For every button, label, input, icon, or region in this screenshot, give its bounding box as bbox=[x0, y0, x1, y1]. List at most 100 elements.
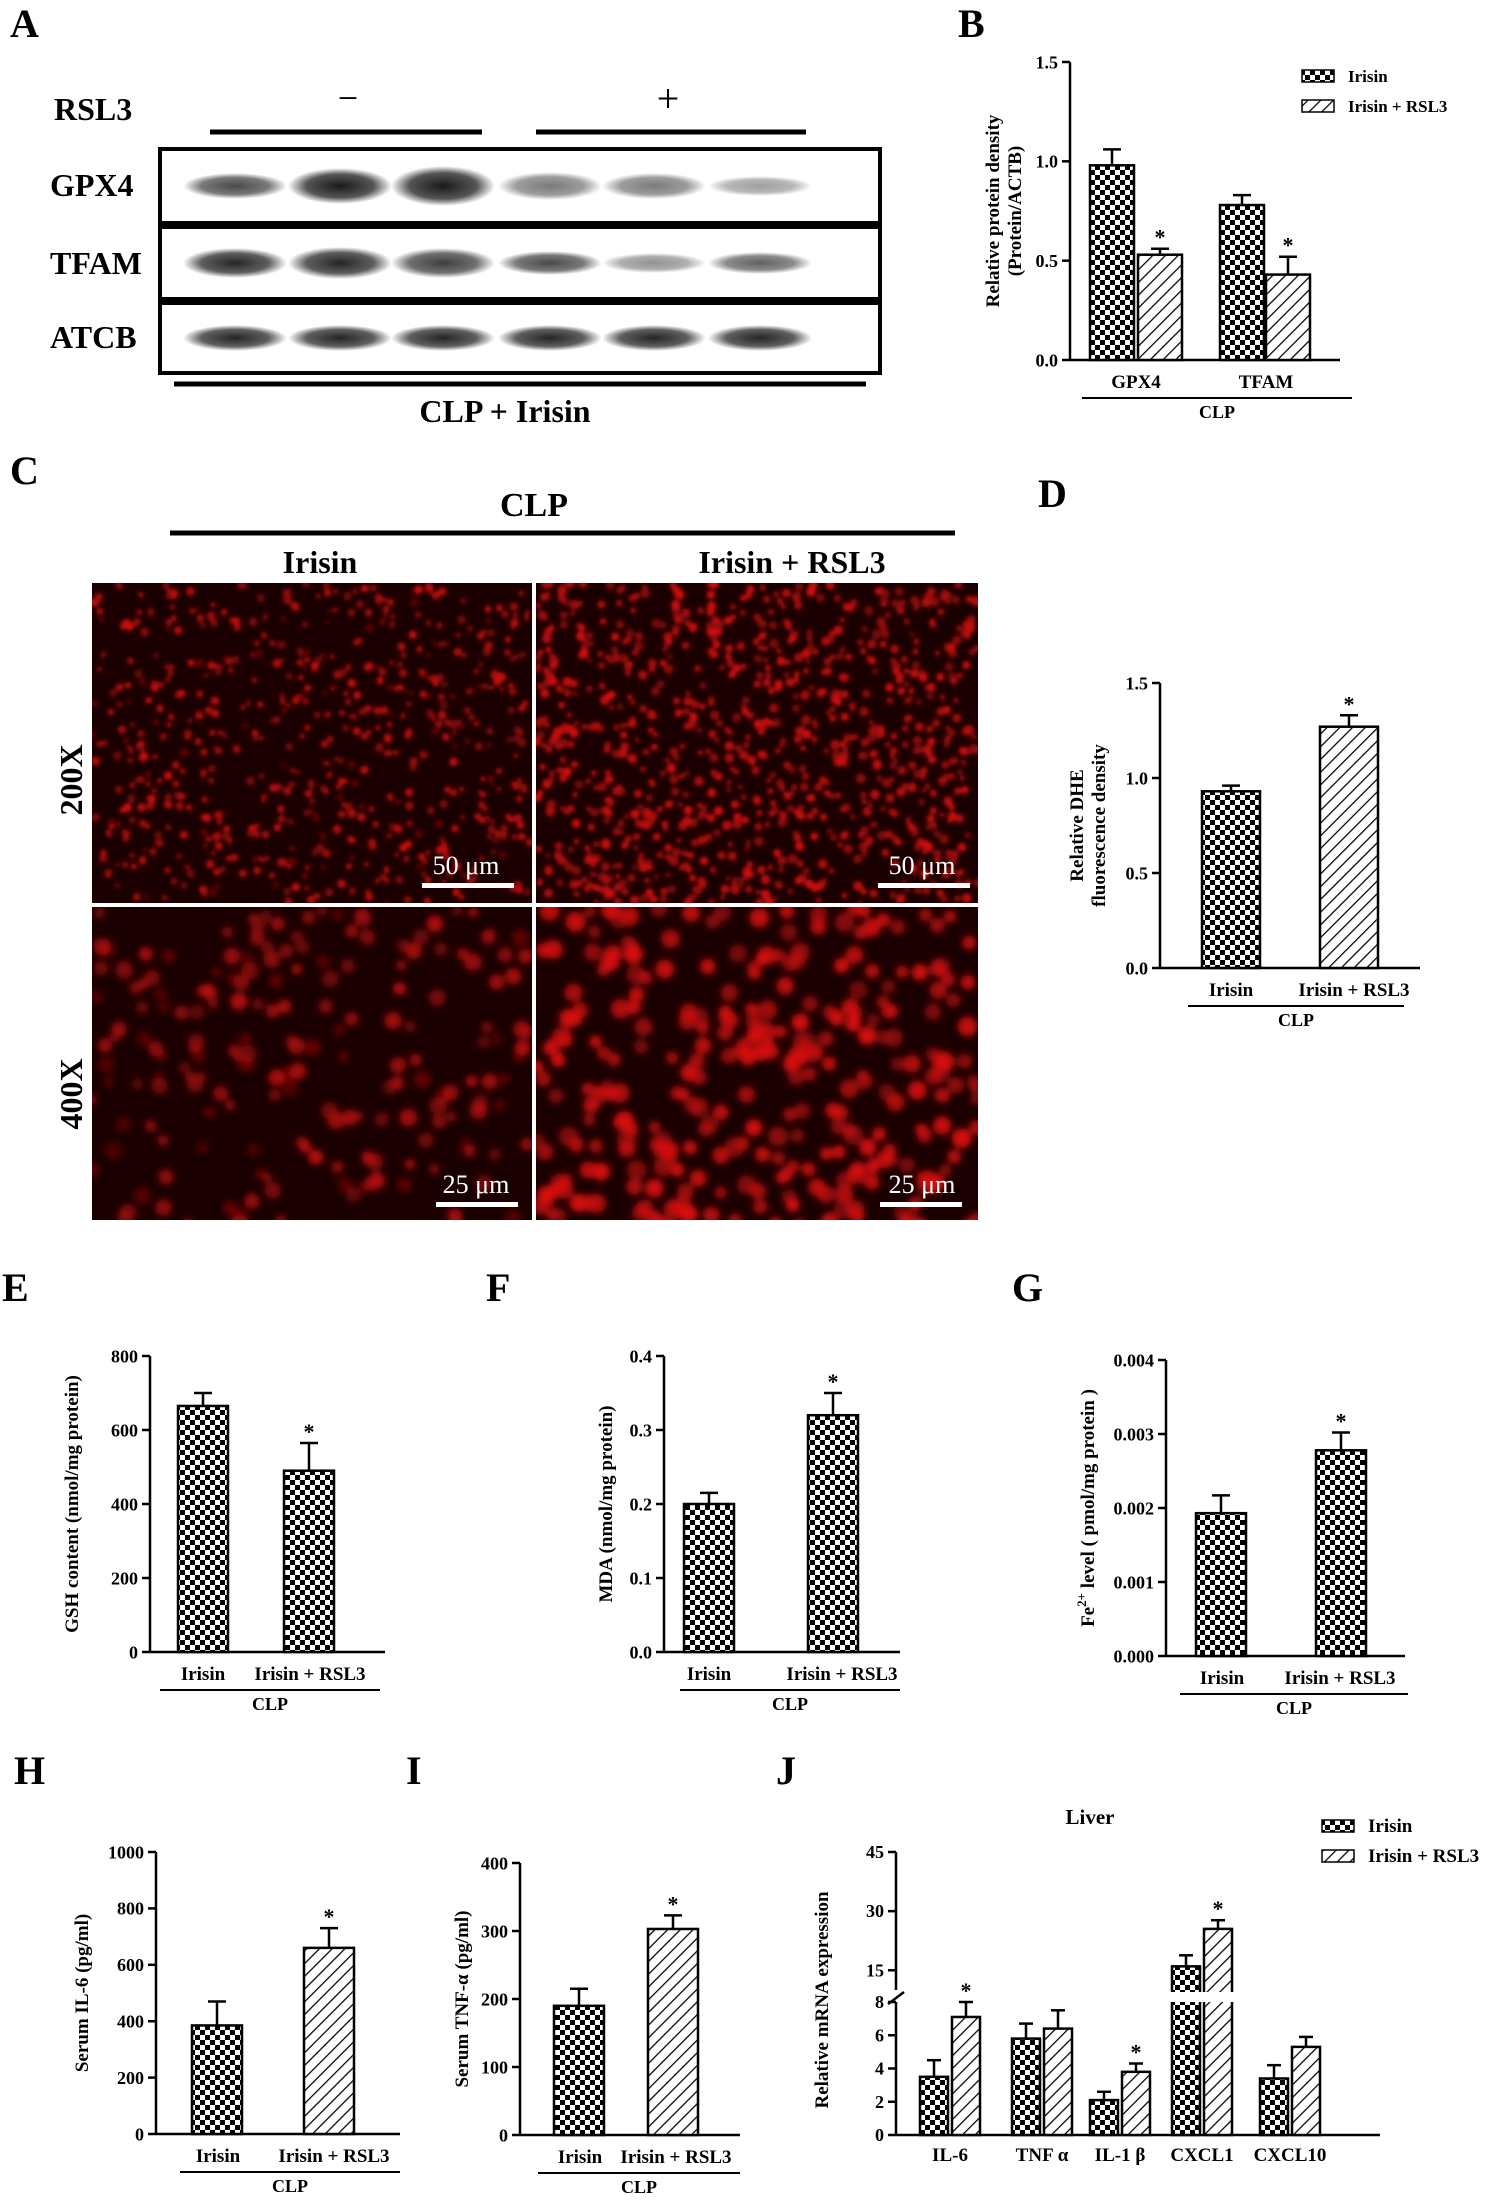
y-tick-label: 1.5 bbox=[1126, 673, 1149, 693]
y-tick-label: 0.0 bbox=[1036, 350, 1059, 370]
rsl3-minus-sign: − bbox=[338, 78, 358, 118]
band-label-tfam: TFAM bbox=[50, 245, 142, 281]
significance-mark: * bbox=[304, 1419, 315, 1444]
y-tick-label: 45 bbox=[866, 1842, 884, 1862]
bar-0-1 bbox=[282, 1469, 336, 1654]
svg-text:fluorescence density: fluorescence density bbox=[1089, 744, 1110, 907]
y-tick-label: 0 bbox=[875, 2125, 884, 2145]
y-axis-label: Relative mRNA expression bbox=[812, 1891, 833, 2109]
significance-mark: * bbox=[1131, 2040, 1142, 2065]
bar-0-2 bbox=[1088, 2098, 1120, 2137]
panel-label-c: C bbox=[10, 448, 39, 493]
micro-image-rsl3-200x bbox=[536, 583, 978, 903]
x-tick-label: CXCL1 bbox=[1170, 2145, 1233, 2166]
y-tick-label: 0.4 bbox=[630, 1346, 653, 1366]
rsl3-plus-sign: + bbox=[657, 76, 680, 121]
bar-0-0 bbox=[176, 1404, 230, 1654]
bar-1-0 bbox=[950, 2015, 982, 2137]
y-tick-label: 200 bbox=[111, 1568, 138, 1588]
blot-band-r1-l2 bbox=[288, 168, 392, 204]
y-tick-label: 0 bbox=[135, 2124, 144, 2144]
scalebar-4 bbox=[880, 1202, 962, 1207]
chart-e: 0 200 400 600 800 GSH content (nmol/mg protei… bbox=[62, 1346, 385, 1714]
legend-swatch bbox=[1301, 69, 1335, 83]
bar-0-1 bbox=[806, 1413, 860, 1654]
blot-band-r3-l2 bbox=[288, 325, 392, 351]
y-tick-label: 0.0 bbox=[1126, 958, 1149, 978]
blot-box-gpx4 bbox=[158, 147, 882, 225]
y-tick-label: 15 bbox=[866, 1960, 884, 1980]
blot-band-r1-l6 bbox=[708, 176, 812, 196]
blot-band-r3-l6 bbox=[708, 325, 812, 351]
svg-text:Fe2+ level ( pmol/mg protein: Fe2+ level ( pmol/mg protein ) bbox=[1074, 1389, 1099, 1627]
chart-h: 0 200 400 600 800 1000 Serum IL-6 (pg/ml) * Iris… bbox=[72, 1842, 400, 2196]
rsl3-label: RSL3 bbox=[54, 91, 132, 127]
blot-band-r3-l4 bbox=[498, 325, 602, 351]
y-tick-label: 0.0 bbox=[630, 1642, 653, 1662]
bar-1-3 bbox=[1202, 1927, 1234, 2137]
bar-0-1 bbox=[1010, 2037, 1042, 2137]
blot-band-r2-l5 bbox=[602, 253, 706, 273]
bar-1-0 bbox=[1136, 253, 1184, 362]
legend-swatch bbox=[1321, 1819, 1355, 1833]
y-tick-label: 400 bbox=[117, 2012, 144, 2032]
blot-band-r2-l1 bbox=[183, 248, 287, 278]
micro-image-irisin-400x bbox=[92, 907, 532, 1220]
panel-label-a: A bbox=[10, 1, 39, 46]
y-tick-label: 4 bbox=[875, 2059, 884, 2079]
x-tick-label: GPX4 bbox=[1111, 372, 1161, 393]
panel-label-j: J bbox=[776, 1748, 796, 1793]
western-blot-panel: RSL3 − + GPX4 TFAM ATCB CLP + Irisin bbox=[50, 76, 882, 429]
bar-0-0 bbox=[1200, 790, 1262, 970]
y-tick-label: 0.2 bbox=[630, 1494, 653, 1514]
y-tick-label: 0 bbox=[499, 2125, 508, 2145]
y-axis-label: MDA (nmol/mg protein) bbox=[596, 1405, 617, 1602]
scalebar-label-2: 50 μm bbox=[889, 851, 956, 880]
x-tick-label: Irisin bbox=[687, 1664, 732, 1685]
y-axis-label: GSH content (nmol/mg protein) bbox=[62, 1375, 83, 1633]
chart-f: 0.0 0.1 0.2 0.3 0.4 MDA (nmol/mg protein) * Iri… bbox=[596, 1346, 900, 1714]
legend-label: Irisin bbox=[1368, 1816, 1413, 1837]
y-tick-label: 600 bbox=[111, 1420, 138, 1440]
bar-1-1 bbox=[1264, 273, 1312, 362]
x-tick-label: Irisin bbox=[1209, 980, 1254, 1001]
svg-text:Relative DHE: Relative DHE bbox=[1067, 769, 1088, 881]
group-label: CLP bbox=[272, 2176, 308, 2196]
y-tick-label: 0.5 bbox=[1036, 251, 1059, 271]
svg-text:400X: 400X bbox=[53, 1058, 89, 1129]
chart-g: 0.000 0.001 0.002 0.003 0.004 Fe2+ level ( pm… bbox=[1074, 1350, 1408, 1718]
x-tick-label: Irisin + RSL3 bbox=[254, 1664, 365, 1685]
legend-label: Irisin + RSL3 bbox=[1368, 1846, 1479, 1867]
y-tick-label: 400 bbox=[481, 1853, 508, 1873]
y-tick-label: 1.0 bbox=[1036, 152, 1059, 172]
blot-band-r3-l5 bbox=[602, 325, 706, 351]
y-tick-label: 800 bbox=[111, 1346, 138, 1366]
micro-col-irisin-rsl3: Irisin + RSL3 bbox=[698, 544, 885, 580]
y-tick-label: 0.3 bbox=[630, 1420, 653, 1440]
significance-mark: * bbox=[668, 1891, 679, 1916]
blot-band-r2-l4 bbox=[498, 251, 602, 275]
y-tick-label: 1000 bbox=[108, 1842, 144, 1862]
micro-image-irisin-200x bbox=[92, 583, 532, 903]
x-tick-label: Irisin bbox=[196, 2146, 241, 2167]
significance-mark: * bbox=[1336, 1409, 1347, 1434]
chart-b: 0.0 0.5 1.0 1.5 Relative protein density (Pro… bbox=[983, 52, 1447, 422]
y-axis-label: Serum IL-6 (pg/ml) bbox=[72, 1914, 93, 2072]
chart-j: Liver 0 2 4 6 8 15 30 45 Relative mRNA expression… bbox=[812, 1805, 1479, 2166]
y-axis-label: Fe2+ level ( pmol/mg protein ) bbox=[1074, 1389, 1099, 1627]
legend-label: Irisin bbox=[1348, 67, 1388, 86]
svg-text:Relative protein density: Relative protein density bbox=[983, 114, 1004, 307]
y-tick-label: 200 bbox=[481, 1989, 508, 2009]
svg-text:Serum TNF-α (pg/ml): Serum TNF-α (pg/ml) bbox=[452, 1910, 473, 2087]
y-tick-label: 800 bbox=[117, 1899, 144, 1919]
y-tick-label: 0.003 bbox=[1114, 1424, 1155, 1444]
significance-mark: * bbox=[828, 1369, 839, 1394]
band-label-gpx4: GPX4 bbox=[50, 167, 134, 203]
y-tick-label: 0.002 bbox=[1114, 1498, 1155, 1518]
bar-0-1 bbox=[646, 1927, 700, 2137]
micro-row-200x-label: 200X bbox=[53, 744, 89, 815]
svg-text:MDA (nmol/mg protein): MDA (nmol/mg protein) bbox=[596, 1405, 617, 1602]
bar-0-0 bbox=[1088, 164, 1136, 362]
clp-irisin-label: CLP + Irisin bbox=[419, 393, 590, 429]
x-tick-label: Irisin bbox=[558, 2147, 603, 2168]
